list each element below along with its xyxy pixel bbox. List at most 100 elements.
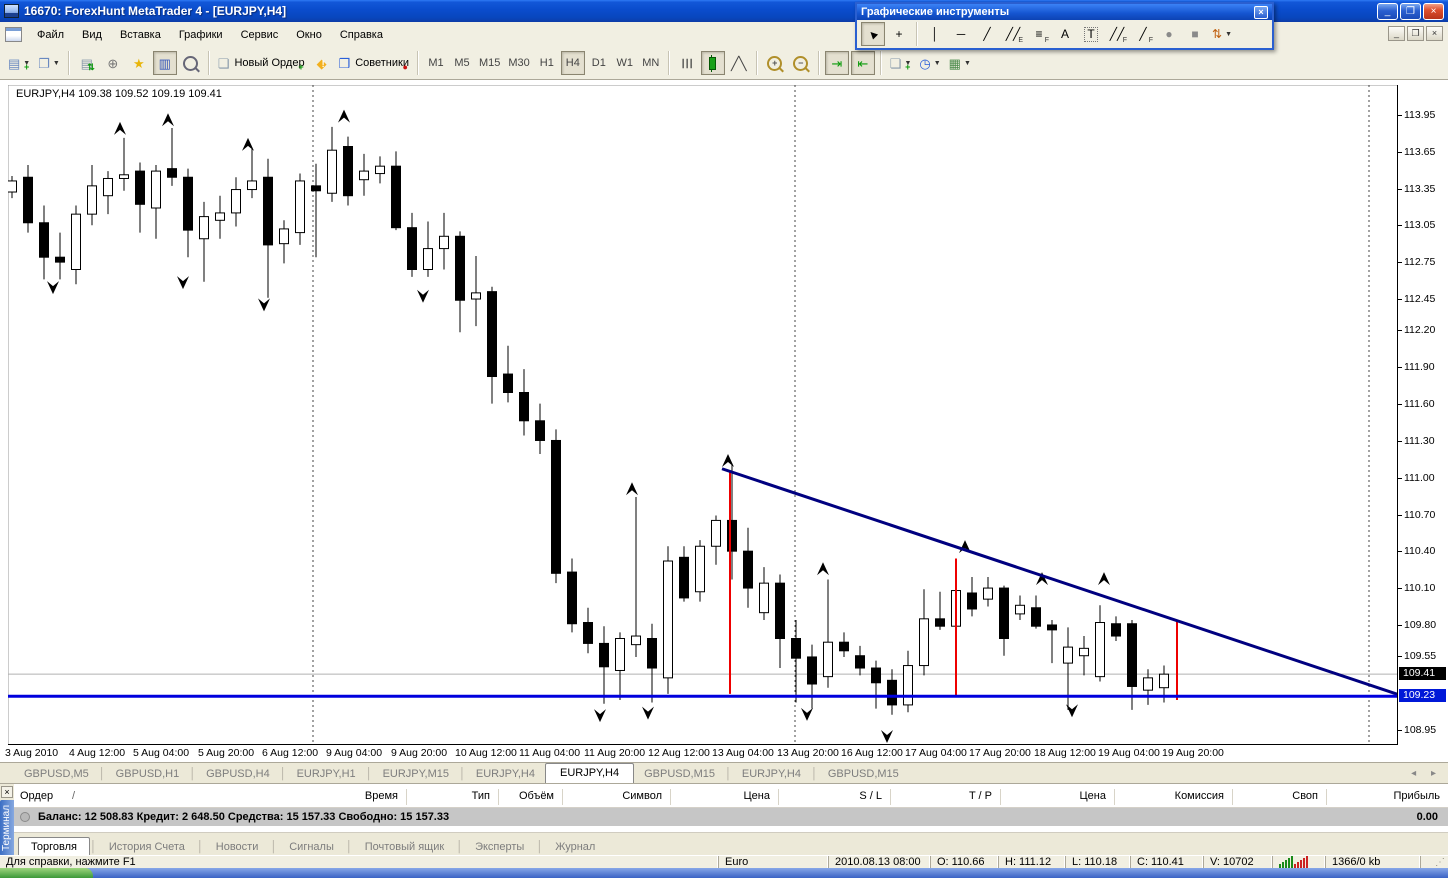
period-dropdown-icon: ◷ [919, 55, 931, 71]
rectangle-tool[interactable]: ■ [1183, 22, 1207, 46]
graphical-tools-close-icon[interactable]: × [1254, 5, 1268, 19]
trendline-tool[interactable]: ╱ [975, 22, 999, 46]
period-dropdown[interactable]: ◷ ▼ [916, 51, 943, 75]
chart-tab-EURJPY,H4-8[interactable]: EURJPY,H4 [741, 768, 801, 780]
chart-tab-EURJPY,H4-5[interactable]: EURJPY,H4 [475, 768, 535, 780]
column-Символ: Символ [622, 790, 662, 802]
ellipse-tool[interactable]: ● [1157, 22, 1181, 46]
column-divider [1326, 789, 1327, 805]
timeframe-M5-label: M5 [454, 56, 470, 69]
chart-tab-GBPUSD,M15-7[interactable]: GBPUSD,M15 [644, 768, 716, 780]
maximize-button[interactable]: ❐ [1400, 3, 1421, 20]
candle-body [183, 176, 193, 231]
timeframe-W1[interactable]: W1 [613, 51, 637, 75]
candle-body [935, 618, 945, 627]
terminal-close-icon[interactable]: × [1, 786, 13, 798]
tab-scroll-arrows[interactable]: ◂ ▸ [1411, 768, 1442, 779]
price-scale[interactable]: 113.95 113.65 113.35 113.05 112.75 112.45 112.… [1397, 85, 1448, 745]
menu-Вставка[interactable]: Вставка [119, 28, 161, 41]
down-arrow-marker [417, 289, 429, 303]
menu-Вид[interactable]: Вид [82, 28, 102, 41]
menu-Сервис[interactable]: Сервис [240, 28, 279, 41]
timeframe-D1[interactable]: D1 [587, 51, 611, 75]
zoom-out-button[interactable]: − [789, 51, 813, 75]
timeframe-M5[interactable]: M5 [450, 51, 474, 75]
text-tool[interactable]: A [1053, 22, 1077, 46]
mdi-close-button[interactable]: × [1426, 26, 1443, 41]
terminal-tab-Журнал[interactable]: Журнал [555, 841, 596, 853]
descending-trendline [721, 467, 1398, 696]
menu-Справка[interactable]: Справка [339, 28, 383, 41]
chart-shift-button[interactable]: ⇤ [850, 51, 875, 75]
column-divider [1114, 789, 1115, 805]
chart-tab-GBPUSD,H1-1[interactable]: GBPUSD,H1 [115, 768, 180, 780]
terminal-tab-Торговля[interactable]: Торговля [18, 837, 90, 856]
auto-scroll-button[interactable]: ⇥ [824, 51, 849, 75]
close-button[interactable]: × [1423, 3, 1444, 20]
terminal-tabs: Торговля │ История Счета │ Новости │ Сигналы │ П… [14, 832, 1448, 856]
candle-chart-mode-button[interactable] [700, 51, 725, 75]
toolbar-separator [916, 22, 918, 46]
chart-tab-EURJPY,H1-3[interactable]: EURJPY,H1 [296, 768, 356, 780]
terminal-tab-Сигналы[interactable]: Сигналы [289, 841, 334, 853]
data-window-button[interactable]: ⊕ [101, 51, 125, 75]
candle-body [359, 170, 369, 181]
fibonacci-expansion-tool[interactable]: ╱ F [1131, 22, 1155, 46]
terminal-tab-История Счета[interactable]: История Счета [108, 841, 185, 853]
chart-window[interactable]: EURJPY,H4 109.38 109.52 109.19 109.41 11… [0, 80, 1448, 783]
mdi-restore-button[interactable]: ❐ [1407, 26, 1424, 41]
new-chart-button[interactable]: ▤ + ▼ [5, 51, 33, 75]
chart-tab-GBPUSD,M15-9[interactable]: GBPUSD,M15 [827, 768, 899, 780]
start-button-edge[interactable] [0, 868, 93, 878]
menu-Окно[interactable]: Окно [296, 28, 322, 41]
arrows-dropdown[interactable]: ⇅ ▼ [1209, 22, 1235, 46]
timeframe-M30[interactable]: M30 [505, 51, 532, 75]
horizontal-line-tool[interactable]: ─ [949, 22, 973, 46]
new-order-button[interactable]: ❏ + Новый Ордер [215, 51, 308, 75]
timeframe-M1[interactable]: M1 [424, 51, 448, 75]
menu-Графики[interactable]: Графики [178, 28, 223, 41]
profiles-button[interactable]: ❐ ▼ [35, 51, 63, 75]
market-watch-button[interactable]: ▤ ⇅ [75, 51, 99, 75]
timeframe-M15[interactable]: M15 [476, 51, 503, 75]
vertical-line-tool[interactable]: │ [923, 22, 947, 46]
candlestick-chart[interactable] [8, 85, 1398, 745]
terminal-tab-Новости[interactable]: Новости [215, 841, 259, 853]
crosshair-tool[interactable]: + [887, 22, 911, 46]
graphical-tools-toolbar[interactable]: Графические инструменты × ► + │ ─ ╱ ╱╱ E ≡ F A T ╱╱… [855, 2, 1274, 50]
navigator-button[interactable]: ★ [127, 51, 151, 75]
chart-tab-GBPUSD,H4-2[interactable]: GBPUSD,H4 [206, 768, 270, 780]
zoom-in-button[interactable]: + [763, 51, 787, 75]
bar-chart-mode-button[interactable]: ☰ [675, 51, 699, 75]
terminal-tab-Эксперты[interactable]: Эксперты [475, 841, 525, 853]
fibonacci-channel-tool[interactable]: ╱╱ F [1105, 22, 1129, 46]
sort-indicator[interactable]: / [72, 790, 76, 802]
metaeditor-button[interactable]: ◆! [310, 51, 334, 75]
cursor-tool[interactable]: ► [861, 22, 885, 46]
new-chart-dropdown[interactable]: ❏ + ▼ [887, 51, 915, 75]
resize-grip[interactable]: ⋰ [1420, 856, 1448, 869]
terminal-tab-Почтовый ящик[interactable]: Почтовый ящик [364, 841, 445, 853]
chart-tab-EURJPY,M15-4[interactable]: EURJPY,M15 [382, 768, 449, 780]
timeframe-H4[interactable]: H4 [560, 51, 585, 75]
timeframe-MN[interactable]: MN [639, 51, 663, 75]
fibonacci-retracement-tool[interactable]: ≡ F [1027, 22, 1051, 46]
date-axis[interactable]: 3 Aug 2010 4 Aug 12:00 5 Aug 04:00 5 Aug 20… [5, 746, 1398, 761]
equidistant-channel-tool[interactable]: ╱╱ E [1001, 22, 1025, 46]
line-chart-mode-button[interactable]: ╱╲ [727, 51, 751, 75]
status-bar-time: 2010.08.13 08:00 [828, 856, 930, 869]
chart-tab-EURJPY,H4-6[interactable]: EURJPY,H4 [544, 763, 635, 783]
candle-body [327, 149, 337, 194]
terminal-side-tab[interactable]: Терминал [0, 800, 14, 856]
toolbar-separator [817, 51, 820, 75]
menu-Файл[interactable]: Файл [37, 28, 65, 41]
terminal-button[interactable]: ▥ [152, 51, 177, 75]
timeframe-H1[interactable]: H1 [535, 51, 559, 75]
text-label-tool[interactable]: T [1079, 22, 1103, 46]
strategy-tester-button[interactable] [179, 51, 203, 75]
mdi-minimize-button[interactable]: _ [1388, 26, 1405, 41]
minimize-button[interactable]: _ [1377, 3, 1398, 20]
expert-advisors-button[interactable]: ❒ ● Советники [336, 51, 412, 75]
template-dropdown[interactable]: ▦ ▼ [946, 51, 974, 75]
chart-tab-GBPUSD,M5-0[interactable]: GBPUSD,M5 [24, 768, 89, 780]
